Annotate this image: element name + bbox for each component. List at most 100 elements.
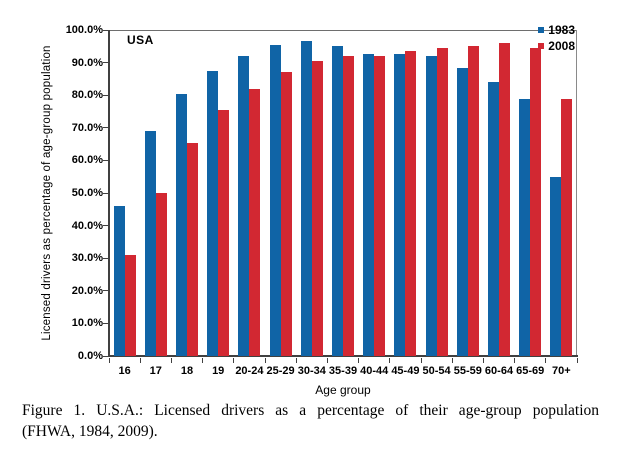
- y-tick-label-60: 60.0%: [71, 154, 103, 167]
- x-tick-mark: [139, 358, 141, 363]
- x-tick-mark: [108, 358, 110, 363]
- y-tick-mark: [103, 257, 108, 259]
- y-tick-label-0: 0.0%: [77, 350, 103, 362]
- x-tick-mark: [482, 358, 484, 363]
- y-tick-label-40: 40.0%: [71, 219, 103, 232]
- x-tick-label-18: 18: [180, 365, 194, 377]
- bar-1983-60-64: [488, 82, 499, 356]
- x-axis-line: [108, 355, 578, 357]
- legend-marker-2008-icon: [538, 43, 545, 49]
- y-tick-mark: [103, 159, 108, 161]
- bar-1983-16: [113, 206, 125, 356]
- bar-1983-40-44: [363, 54, 375, 356]
- x-tick-label-17: 17: [149, 365, 162, 377]
- legend-marker-1983-icon: [538, 27, 545, 33]
- y-tick-mark: [103, 127, 108, 129]
- x-tick-mark: [326, 358, 328, 363]
- x-tick-label-16: 16: [118, 365, 131, 377]
- x-tick-mark: [295, 358, 297, 363]
- bar-1983-20-24: [238, 56, 250, 356]
- bar-2008-20-24: [249, 88, 261, 356]
- plot-area: [103, 29, 578, 363]
- y-tick-mark: [103, 355, 108, 357]
- bar-1983-30-34: [300, 41, 312, 356]
- legend: 1983 2008: [538, 23, 575, 53]
- bar-1983-35-39: [332, 46, 343, 356]
- bar-2008-19: [218, 109, 230, 356]
- y-tick-mark: [103, 290, 108, 292]
- plot-border-right: [576, 30, 577, 356]
- x-tick-label-35-39: 35-39: [328, 365, 358, 377]
- y-tick-label-10: 10.0%: [71, 317, 103, 330]
- x-tick-mark: [264, 358, 266, 363]
- bar-1983-25-29: [269, 44, 281, 356]
- bar-1983-19: [207, 70, 219, 356]
- bar-2008-16: [124, 254, 136, 356]
- bar-2008-35-39: [343, 56, 354, 356]
- y-tick-mark: [103, 62, 108, 64]
- y-tick-label-70: 70.0%: [71, 121, 103, 134]
- x-tick-label-30-34: 30-34: [297, 365, 326, 377]
- region-label: USA: [127, 33, 154, 47]
- x-tick-label-70+: 70+: [552, 365, 571, 377]
- y-tick-mark: [103, 322, 108, 324]
- y-tick-label-20: 20.0%: [71, 284, 103, 297]
- y-tick-label-30: 30.0%: [71, 252, 103, 265]
- legend-item-1983: 1983: [538, 23, 575, 37]
- x-axis-title: Age group: [315, 383, 371, 397]
- x-tick-mark: [233, 358, 235, 363]
- x-tick-mark: [514, 358, 516, 363]
- bar-2008-60-64: [499, 43, 510, 356]
- caption-line-2: (FHWA, 1984, 2009).: [22, 422, 158, 440]
- bar-2008-65-69: [530, 47, 542, 356]
- y-tick-label-100: 100.0%: [65, 24, 103, 36]
- figure-caption: Figure 1. U.S.A.: Licensed drivers as a …: [22, 401, 599, 442]
- y-tick-mark: [103, 29, 108, 31]
- bar-2008-30-34: [311, 61, 323, 356]
- x-tick-label-55-59: 55-59: [453, 365, 482, 377]
- x-tick-mark: [545, 358, 547, 363]
- legend-label-2008: 2008: [548, 39, 575, 53]
- bar-2008-18: [187, 142, 198, 356]
- y-axis-line: [108, 30, 110, 356]
- x-tick-label-45-49: 45-49: [391, 365, 420, 377]
- bar-1983-18: [176, 93, 187, 356]
- bar-1983-65-69: [519, 98, 531, 356]
- y-tick-mark: [103, 225, 108, 227]
- x-tick-mark: [389, 358, 391, 363]
- x-tick-mark: [420, 358, 422, 363]
- bar-1983-70+: [550, 176, 562, 356]
- y-tick-label-90: 90.0%: [71, 56, 103, 69]
- x-tick-label-60-64: 60-64: [484, 365, 514, 377]
- bar-2008-55-59: [467, 46, 479, 356]
- y-tick-label-50: 50.0%: [71, 187, 103, 199]
- y-tick-mark: [103, 94, 108, 96]
- x-tick-mark: [170, 358, 172, 363]
- bar-2008-45-49: [405, 51, 417, 356]
- x-tick-label-20-24: 20-24: [235, 365, 264, 377]
- bar-1983-17: [144, 131, 156, 356]
- bar-1983-45-49: [394, 54, 406, 356]
- bar-2008-50-54: [436, 47, 448, 356]
- bar-1983-50-54: [425, 56, 437, 356]
- x-tick-label-40-44: 40-44: [360, 365, 389, 377]
- x-tick-label-65-69: 65-69: [516, 365, 545, 377]
- x-tick-mark: [358, 358, 360, 363]
- x-tick-label-50-54: 50-54: [422, 365, 451, 377]
- bar-2008-40-44: [374, 56, 386, 356]
- caption-line-1: Figure 1. U.S.A.: Licensed drivers as a …: [22, 402, 599, 419]
- legend-item-2008: 2008: [538, 39, 575, 53]
- x-tick-label-19: 19: [212, 365, 225, 377]
- bar-1983-55-59: [456, 67, 468, 356]
- bar-2008-25-29: [280, 72, 292, 356]
- x-tick-mark: [202, 358, 204, 363]
- y-tick-mark: [103, 192, 108, 194]
- x-tick-mark: [576, 358, 578, 363]
- legend-label-1983: 1983: [548, 23, 575, 37]
- bar-2008-70+: [561, 98, 573, 356]
- plot-border-top: [109, 30, 577, 31]
- bar-2008-17: [155, 193, 167, 356]
- y-tick-label-80: 80.0%: [71, 89, 103, 102]
- x-tick-mark: [451, 358, 453, 363]
